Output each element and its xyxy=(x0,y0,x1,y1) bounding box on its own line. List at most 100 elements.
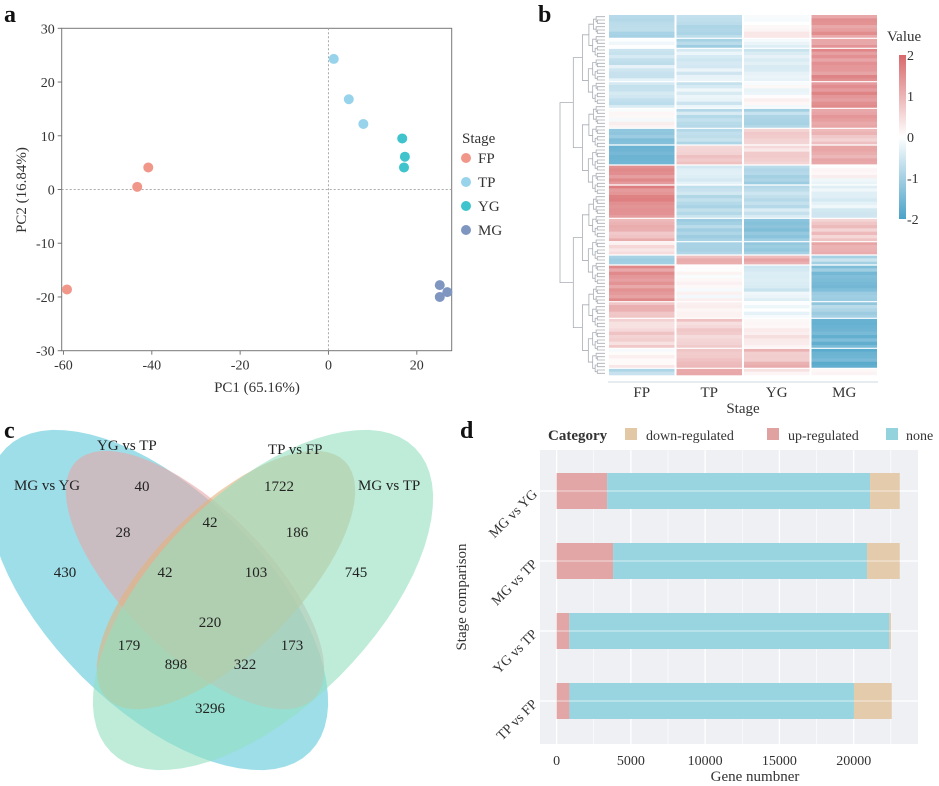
heatmap-cell xyxy=(811,311,877,316)
bar-y-axis-title: Stage comparison xyxy=(454,543,470,651)
colorbar xyxy=(899,55,906,219)
heatmap-cell xyxy=(811,15,877,19)
heatmap-cell xyxy=(811,215,877,219)
dendrogram-branch xyxy=(596,249,605,254)
venn-region-count: 898 xyxy=(165,657,188,673)
heatmap-cell xyxy=(744,215,810,219)
heatmap-cell xyxy=(609,131,675,136)
heatmap-cell xyxy=(811,211,877,216)
heatmap-cell xyxy=(676,141,742,146)
data-point-tp xyxy=(358,118,369,129)
heatmap-cell xyxy=(811,78,877,82)
heatmap-cell xyxy=(676,258,742,262)
heatmap-cell xyxy=(676,261,742,266)
panel-label-c: c xyxy=(4,418,15,444)
heatmap-cell xyxy=(744,295,810,299)
x-tick-label: 20000 xyxy=(836,754,871,769)
heatmap-cell xyxy=(609,65,675,69)
heatmap-cell xyxy=(744,275,810,279)
heatmap-cell xyxy=(811,105,877,109)
heatmap-cell xyxy=(676,61,742,66)
heatmap-cell xyxy=(609,88,675,92)
heatmap-cell xyxy=(609,325,675,329)
heatmap-cell xyxy=(676,135,742,139)
heatmap-cell xyxy=(744,61,810,66)
heatmap-cell xyxy=(676,278,742,282)
heatmap-cell xyxy=(744,205,810,209)
heatmap-cell xyxy=(609,205,675,209)
heatmap-cell xyxy=(744,158,810,162)
heatmap-cell xyxy=(811,308,877,312)
heatmap-cell xyxy=(609,108,675,112)
heatmap-cell xyxy=(609,125,675,129)
heatmap-cell xyxy=(811,281,877,286)
panel-label-d: d xyxy=(460,418,474,444)
heatmap-cell xyxy=(744,348,810,352)
dendrogram-branch xyxy=(592,242,597,256)
heatmap-cell xyxy=(744,241,810,246)
heatmap-cell xyxy=(609,245,675,249)
heatmap-cell xyxy=(744,231,810,236)
heatmap-cell xyxy=(811,188,877,192)
heatmap-cell xyxy=(811,138,877,142)
heatmap-cell xyxy=(676,255,742,259)
heatmap-cell xyxy=(609,151,675,156)
colorbar-tick-label: 0 xyxy=(907,131,914,146)
heatmap-cell xyxy=(744,298,810,302)
heatmap-cell xyxy=(744,38,810,42)
heatmap-cell xyxy=(676,18,742,22)
heatmap-cell xyxy=(676,268,742,272)
data-point-yg xyxy=(398,162,409,173)
dendrogram-branch xyxy=(596,356,605,361)
heatmap-cell xyxy=(811,341,877,346)
heatmap-cell xyxy=(744,365,810,369)
heatmap-cell xyxy=(744,168,810,172)
dendrogram-branch xyxy=(596,99,605,104)
heatmap-cell xyxy=(676,181,742,186)
heatmap-cell xyxy=(676,275,742,279)
heatmap-cell xyxy=(811,251,877,256)
dendrogram-branch xyxy=(593,18,597,30)
heatmap-cell xyxy=(811,235,877,239)
dendrogram-branch xyxy=(593,108,597,120)
heatmap-cell xyxy=(811,315,877,319)
dendrogram-branch xyxy=(596,272,605,278)
heatmap-cell xyxy=(676,28,742,32)
heatmap-cell xyxy=(609,371,675,376)
heatmap-cell xyxy=(609,278,675,282)
dendrogram-branch xyxy=(582,124,589,171)
venn-set-label: TP vs FP xyxy=(268,442,322,458)
dendrogram-branch xyxy=(582,34,589,81)
heatmap-cell xyxy=(609,228,675,232)
heatmap-cell xyxy=(609,271,675,276)
heatmap-cell xyxy=(676,271,742,276)
heatmap-cell xyxy=(744,28,810,32)
dendrogram-branch xyxy=(592,308,597,323)
dendrogram-branch xyxy=(596,129,605,134)
heatmap-cell xyxy=(744,58,810,62)
heatmap-cell xyxy=(811,348,877,352)
heatmap-cell xyxy=(744,118,810,122)
dendrogram-branch xyxy=(587,338,593,363)
heatmap-cell xyxy=(609,361,675,366)
heatmap-cell xyxy=(676,311,742,316)
heatmap-cell xyxy=(676,75,742,79)
heatmap-cell xyxy=(676,241,742,246)
heatmap-cell xyxy=(676,165,742,169)
heatmap-cell xyxy=(811,95,877,99)
heatmap-cell xyxy=(609,135,675,139)
dendrogram-branch xyxy=(596,369,605,374)
heatmap-cell xyxy=(676,238,742,242)
heatmap-cell xyxy=(744,128,810,132)
heatmap-cell xyxy=(811,285,877,289)
bar-x-axis-title: Gene numbner xyxy=(711,769,800,785)
heatmap-cell xyxy=(744,171,810,176)
heatmap-cell xyxy=(609,48,675,52)
legend-marker-yg xyxy=(461,201,471,211)
heatmap-cell xyxy=(609,288,675,292)
heatmap-cell xyxy=(609,51,675,56)
heatmap-cell xyxy=(609,215,675,219)
heatmap-cell xyxy=(744,221,810,226)
heatmap-cell xyxy=(676,35,742,39)
dendrogram-branch xyxy=(596,189,605,194)
